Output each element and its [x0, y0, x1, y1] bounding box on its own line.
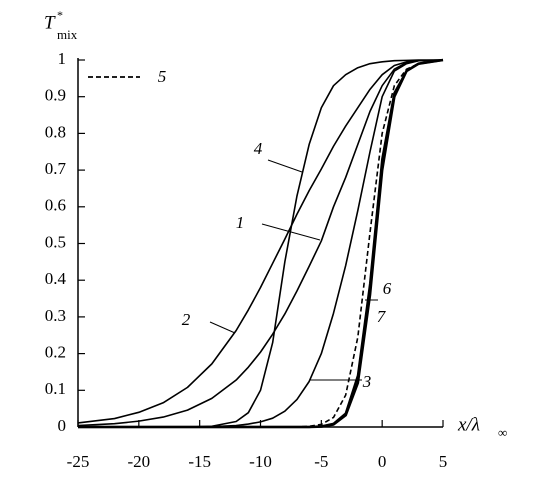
- x-label: x/λ: [457, 414, 480, 435]
- y-tick-label: 1: [58, 49, 67, 68]
- x-tick-label: -15: [188, 452, 211, 471]
- y-tick-label: 0.5: [45, 232, 66, 251]
- leader-line: [261, 223, 321, 241]
- line-series: [78, 59, 444, 428]
- x-label-sub: ∞: [498, 425, 507, 440]
- curve-label: 1: [236, 213, 245, 232]
- x-tick-label: -10: [249, 452, 272, 471]
- leader-line: [267, 159, 303, 173]
- line-series: [78, 59, 443, 428]
- y-label: T: [44, 12, 56, 33]
- curve-label: 3: [362, 372, 372, 391]
- y-tick-label: 0: [58, 416, 67, 435]
- curve-label: 5: [158, 67, 167, 86]
- line-series: [77, 59, 444, 427]
- x-tick-label: -25: [67, 452, 90, 471]
- y-tick-label: 0.4: [45, 269, 67, 288]
- line-series: [78, 59, 444, 428]
- line-series: [78, 58, 444, 429]
- y-tick-label: 0.7: [45, 159, 67, 178]
- y-tick-label: 0.8: [45, 122, 66, 141]
- y-label-sub: mix: [57, 27, 78, 42]
- x-tick-label: 0: [378, 452, 387, 471]
- curve-label: 2: [182, 310, 191, 329]
- x-tick-label: -5: [314, 452, 328, 471]
- curve-label: 7: [377, 307, 387, 326]
- leader-line: [209, 321, 236, 334]
- x-tick-label: -20: [127, 452, 150, 471]
- curve-label: 6: [383, 279, 392, 298]
- y-tick-label: 0.9: [45, 86, 66, 105]
- curve-label: 4: [254, 139, 263, 158]
- y-tick-label: 0.2: [45, 343, 66, 362]
- y-tick-label: 0.3: [45, 306, 66, 325]
- line-series: [77, 59, 444, 424]
- y-tick-label: 0.1: [45, 379, 66, 398]
- y-label-sup: *: [57, 8, 63, 22]
- x-tick-label: 5: [439, 452, 448, 471]
- y-tick-label: 0.6: [45, 196, 66, 215]
- line-series: [78, 58, 444, 429]
